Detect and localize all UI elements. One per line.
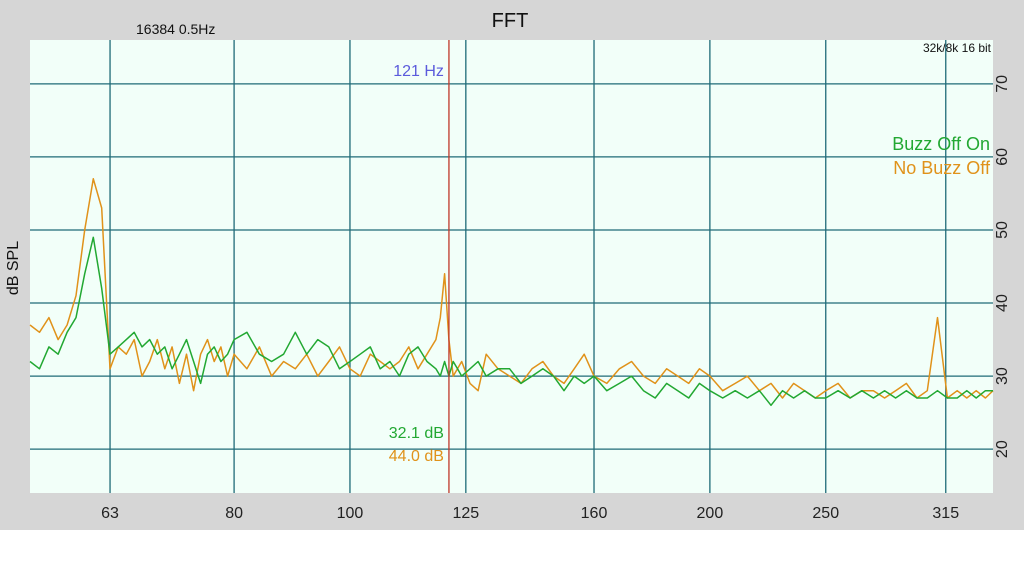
legend-entry: Buzz Off On bbox=[892, 134, 990, 154]
x-tick-label: 63 bbox=[101, 505, 119, 522]
x-tick-label: 200 bbox=[697, 505, 724, 522]
fft-info-label: 16384 0.5Hz bbox=[136, 21, 215, 37]
y-tick-label: 70 bbox=[994, 75, 1011, 93]
x-tick-label: 160 bbox=[581, 505, 608, 522]
format-label: 32k/8k 16 bit bbox=[923, 41, 992, 55]
legend: Buzz Off On No Buzz Off bbox=[892, 134, 991, 178]
y-tick-label: 40 bbox=[994, 294, 1011, 312]
fft-chart: FFT 16384 0.5Hz dB SPL 32k/8k 16 bit 121… bbox=[5, 10, 1011, 522]
x-tick-label: 125 bbox=[452, 505, 479, 522]
x-tick-label: 250 bbox=[812, 505, 839, 522]
series-group bbox=[29, 178, 994, 407]
chart-title: FFT bbox=[492, 10, 529, 32]
x-tick-label: 315 bbox=[932, 505, 959, 522]
x-tick-label: 100 bbox=[337, 505, 364, 522]
x-tick-label: 80 bbox=[225, 505, 243, 522]
plot-area[interactable] bbox=[30, 40, 993, 493]
y-tick-label: 30 bbox=[994, 367, 1011, 385]
axes: 20 30 40 50 60 70 63 80 100 125 160 200 250 315 bbox=[101, 75, 1011, 522]
legend-entry: No Buzz Off bbox=[893, 158, 991, 178]
series-line bbox=[29, 236, 993, 407]
y-tick-label: 50 bbox=[994, 221, 1011, 239]
grid bbox=[30, 40, 993, 493]
y-tick-label: 20 bbox=[994, 440, 1011, 458]
y-tick-label: 60 bbox=[994, 148, 1011, 166]
cursor-group: 121 Hz 32.1 dB 44.0 dB bbox=[389, 40, 450, 493]
y-axis-label: dB SPL bbox=[5, 241, 22, 295]
cursor-readout-label: 32.1 dB bbox=[389, 425, 444, 442]
cursor-frequency-label: 121 Hz bbox=[393, 63, 444, 80]
cursor-readout-label: 44.0 dB bbox=[389, 448, 444, 465]
